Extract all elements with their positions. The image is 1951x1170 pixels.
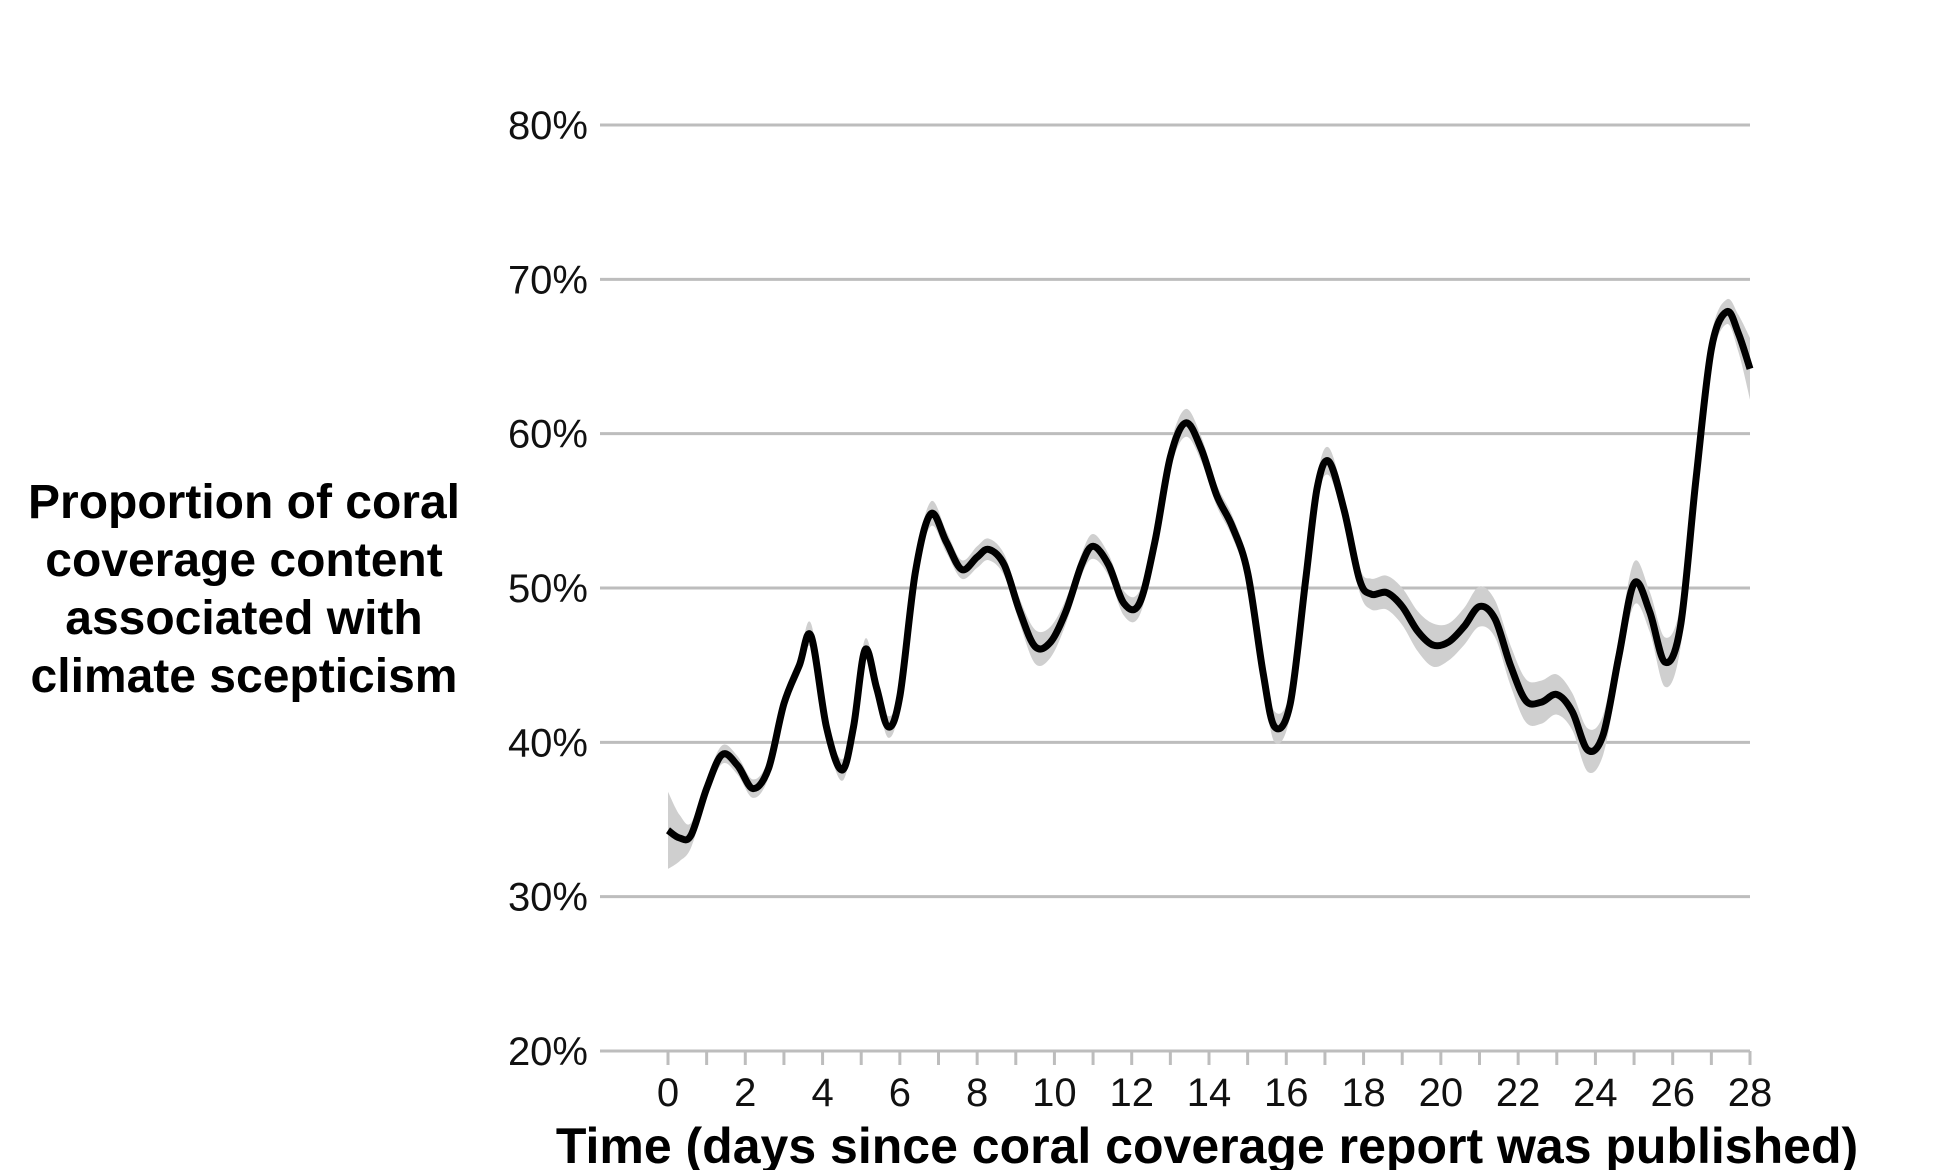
y-tick-label: 60% [508,413,588,457]
y-tick-label: 80% [508,104,588,148]
y-tick-label: 20% [508,1030,588,1074]
y-axis-label: Proportion of coral coverage content ass… [28,476,460,703]
series-line [665,308,1754,844]
x-axis-label: Time (days since coral coverage report w… [556,1118,1858,1170]
x-tick-label: 14 [1187,1071,1232,1115]
gridlines [600,123,1750,1053]
x-tick-label: 8 [966,1071,988,1115]
x-tick-label: 18 [1341,1071,1386,1115]
y-tick-label: 50% [508,567,588,611]
x-tick-label: 20 [1419,1071,1464,1115]
x-tick-label: 4 [811,1071,833,1115]
x-tick-label: 26 [1650,1071,1695,1115]
x-tick-label: 22 [1496,1071,1541,1115]
y-axis-label-line-2: coverage content [45,534,442,587]
y-tick-label: 30% [508,876,588,920]
x-tick-label: 2 [734,1071,756,1115]
y-axis-label-line-4: climate scepticism [31,650,458,703]
x-tick-label: 6 [889,1071,911,1115]
y-axis-label-line-3: associated with [65,592,422,645]
confidence-band [668,298,1750,869]
x-tick-label: 0 [657,1071,679,1115]
x-axis: 0 2 4 6 8 10 12 14 16 18 20 22 24 26 28 [657,1051,1772,1115]
x-tick-label: 10 [1032,1071,1077,1115]
x-tick-label: 28 [1728,1071,1773,1115]
y-axis-label-line-1: Proportion of coral [28,476,460,529]
x-tick-label: 12 [1109,1071,1154,1115]
y-tick-label: 40% [508,721,588,765]
y-axis-tick-labels: 20% 30% 40% 50% 60% 70% 80% [508,104,588,1074]
y-tick-label: 70% [508,258,588,302]
x-tick-label: 24 [1573,1071,1618,1115]
x-tick-label: 16 [1264,1071,1309,1115]
